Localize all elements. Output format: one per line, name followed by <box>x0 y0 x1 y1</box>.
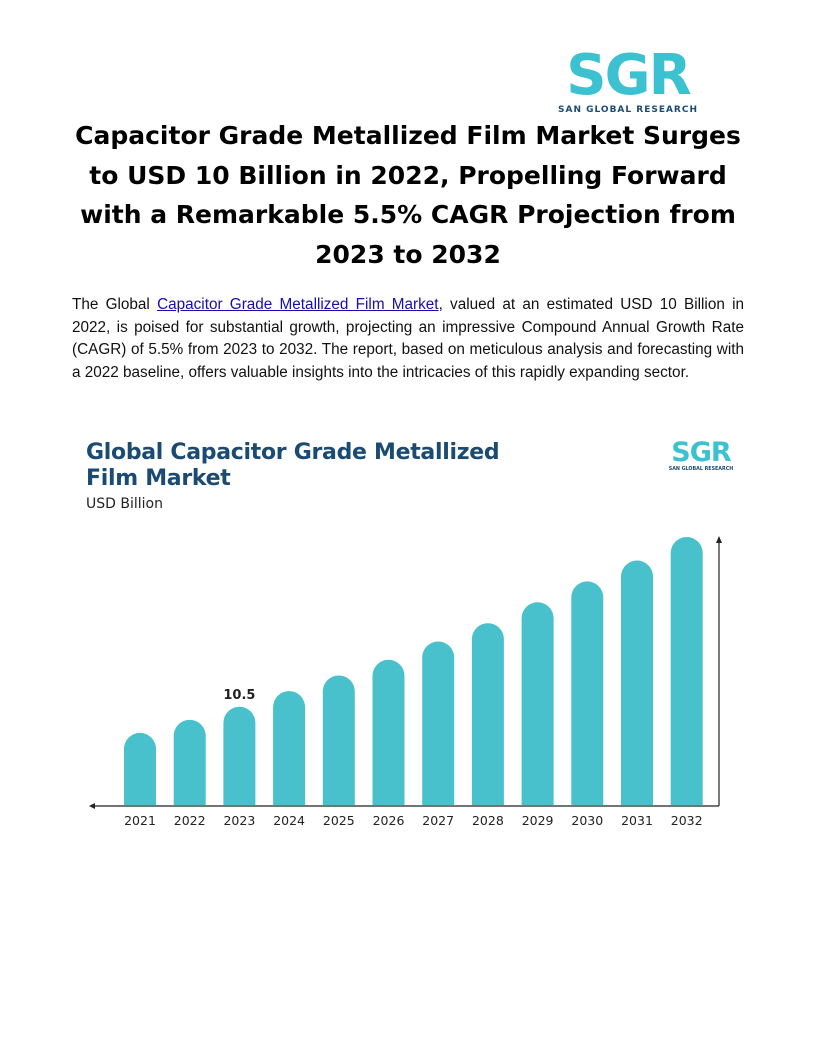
chart-logo-subtitle: SAN GLOBAL RESEARCH <box>669 466 734 472</box>
bar-2032 <box>670 537 703 805</box>
sgr-logo: SGR SAN GLOBAL RESEARCH <box>556 44 700 118</box>
labels-layer: 10.5 <box>223 688 255 703</box>
bar-2023 <box>223 706 256 805</box>
article-intro: The Global Capacitor Grade Metallized Fi… <box>72 294 744 384</box>
x-tick-label-2022: 2022 <box>174 813 206 828</box>
x-tick-label-2021: 2021 <box>124 813 156 828</box>
x-tick-label-2032: 2032 <box>671 813 703 828</box>
chart-title: Global Capacitor Grade Metallized Film M… <box>86 440 500 491</box>
ticks-layer: 2021 2022 2023 2024 2025 2026 2027 2028 2029 2030… <box>124 813 703 828</box>
intro-text-end: , valued at an estimated USD 10 Billion … <box>72 296 744 381</box>
chart-unit-label: USD Billion <box>86 496 163 512</box>
bar-2031 <box>621 560 653 805</box>
sgr-logo-graphic: SGR SAN GLOBAL RESEARCH <box>558 44 698 115</box>
article-headline: Capacitor Grade Metallized Film Market S… <box>75 121 741 269</box>
x-tick-label-2026: 2026 <box>373 813 405 828</box>
chart-plot: 2021 2022 2023 2024 2025 2026 2027 2028 2029 2030… <box>89 536 722 828</box>
bar-2030 <box>571 581 604 805</box>
bars-layer <box>124 537 703 805</box>
data-label-2023: 10.5 <box>223 688 255 703</box>
x-tick-label-2031: 2031 <box>621 813 653 828</box>
x-axis-arrow-icon <box>89 803 95 809</box>
chart-logo-text: SGR <box>671 437 732 468</box>
x-tick-label-2028: 2028 <box>472 813 504 828</box>
bar-2021 <box>124 732 156 805</box>
logo-text: SGR <box>566 44 690 108</box>
bar-2027 <box>422 641 455 805</box>
x-tick-label-2023: 2023 <box>223 813 255 828</box>
bar-2025 <box>322 675 355 805</box>
chart-sgr-logo: SGR SAN GLOBAL RESEARCH <box>666 436 736 472</box>
market-chart: 2021 2022 2023 2024 2025 2026 2027 2028 2029 2030… <box>72 428 744 838</box>
intro-text-start: The Global <box>72 296 158 313</box>
x-tick-label-2024: 2024 <box>273 813 305 828</box>
logo-subtitle: SAN GLOBAL RESEARCH <box>558 105 698 115</box>
y-axis-arrow-icon <box>716 536 722 543</box>
bar-2026 <box>372 659 405 805</box>
x-tick-label-2030: 2030 <box>571 813 603 828</box>
x-tick-label-2025: 2025 <box>323 813 355 828</box>
market-report-link[interactable]: Capacitor Grade Metallized Film Market <box>157 296 439 313</box>
x-tick-label-2027: 2027 <box>422 813 454 828</box>
bar-2022 <box>173 719 206 805</box>
bar-2024 <box>273 691 306 805</box>
x-tick-label-2029: 2029 <box>522 813 554 828</box>
chart-logo-graphic: SGR SAN GLOBAL RESEARCH <box>669 437 734 472</box>
bar-2029 <box>521 602 554 805</box>
bar-2028 <box>471 623 504 805</box>
